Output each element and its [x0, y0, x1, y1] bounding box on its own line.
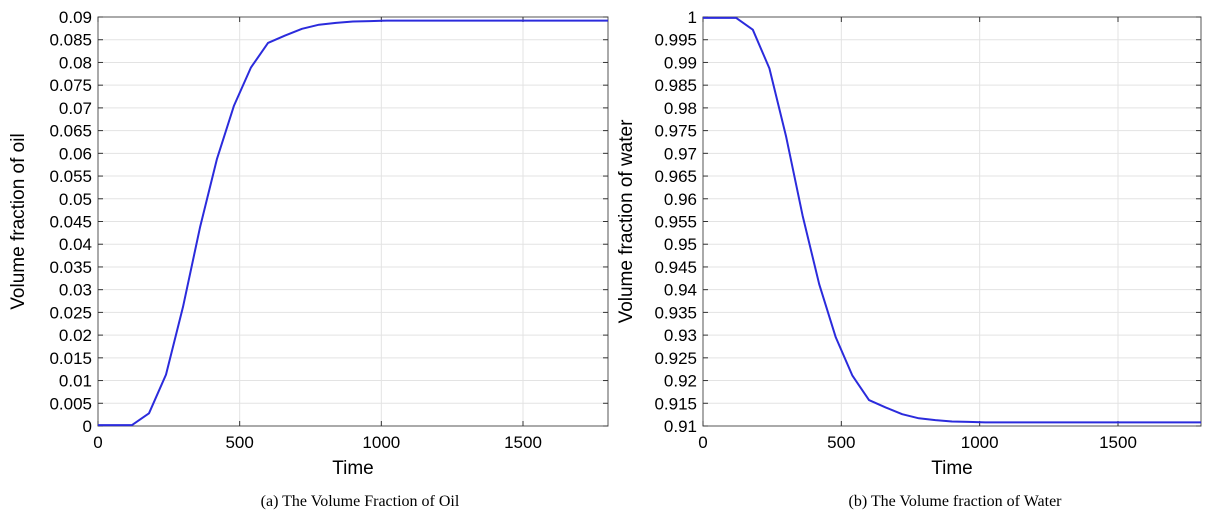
- x-tick-label: 500: [225, 433, 253, 452]
- y-tick-label: 0.025: [49, 303, 92, 322]
- y-tick-label: 0.005: [49, 394, 92, 413]
- y-tick-label: 0.09: [59, 8, 92, 27]
- x-axis-label: Time: [332, 458, 374, 479]
- y-tick-label: 0.945: [654, 258, 697, 277]
- x-axis-label: Time: [931, 458, 973, 479]
- y-tick-label: 0.05: [59, 190, 92, 209]
- y-tick-label: 0.985: [654, 76, 697, 95]
- x-tick-label: 1000: [362, 433, 400, 452]
- y-tick-label: 0.075: [49, 76, 92, 95]
- y-tick-label: 0.02: [59, 326, 92, 345]
- y-axis-label: Volume fraction of oil: [8, 133, 29, 309]
- x-tick-label: 500: [827, 433, 855, 452]
- chart-water-volume-fraction: 0.91 0.915 0.92 0.925 0.93 0.935 0.94 0.945 0.95…: [616, 8, 1202, 510]
- y-tick-label: 1: [688, 8, 697, 27]
- y-tick-label: 0.925: [654, 349, 697, 368]
- y-tick-label: 0: [83, 417, 92, 436]
- y-tick-label: 0.08: [59, 53, 92, 72]
- y-tick-label: 0.03: [59, 281, 92, 300]
- x-tick-label: 1500: [504, 433, 542, 452]
- x-tick-label: 1000: [961, 433, 999, 452]
- y-tick-label: 0.07: [59, 99, 92, 118]
- series-line: [98, 19, 608, 427]
- x-tick-label: 1500: [1099, 433, 1137, 452]
- y-tick-label: 0.01: [59, 372, 92, 391]
- y-tick-label: 0.055: [49, 167, 92, 186]
- y-tick-label: 0.94: [664, 281, 697, 300]
- y-tick-label: 0.97: [664, 144, 697, 163]
- y-tick-label: 0.95: [664, 235, 697, 254]
- y-tick-label: 0.99: [664, 53, 697, 72]
- figure-caption: (b) The Volume fraction of Water: [848, 493, 1062, 510]
- y-tick-label: 0.965: [654, 167, 697, 186]
- series-line: [703, 16, 1201, 424]
- y-tick-label: 0.995: [654, 31, 697, 50]
- y-tick-label: 0.015: [49, 349, 92, 368]
- y-tick-label: 0.045: [49, 213, 92, 232]
- y-tick-label: 0.955: [654, 213, 697, 232]
- chart-oil-volume-fraction: 0 0.005 0.01 0.015 0.02 0.025 0.03 0.035 0.04 0.0…: [8, 8, 609, 510]
- x-tick-label: 0: [93, 433, 102, 452]
- y-axis-label: Volume fraction of water: [616, 119, 637, 323]
- y-tick-label: 0.975: [654, 122, 697, 141]
- y-tick-label: 0.935: [654, 303, 697, 322]
- x-tick-label: 0: [698, 433, 707, 452]
- y-tick-label: 0.085: [49, 31, 92, 50]
- y-tick-label: 0.92: [664, 372, 697, 391]
- y-tick-label: 0.96: [664, 190, 697, 209]
- y-tick-label: 0.065: [49, 122, 92, 141]
- y-tick-label: 0.91: [664, 417, 697, 436]
- figure-caption: (a) The Volume Fraction of Oil: [261, 493, 460, 510]
- y-tick-label: 0.035: [49, 258, 92, 277]
- y-tick-label: 0.04: [59, 235, 92, 254]
- y-tick-label: 0.93: [664, 326, 697, 345]
- y-tick-label: 0.915: [654, 394, 697, 413]
- y-tick-label: 0.06: [59, 144, 92, 163]
- y-tick-label: 0.98: [664, 99, 697, 118]
